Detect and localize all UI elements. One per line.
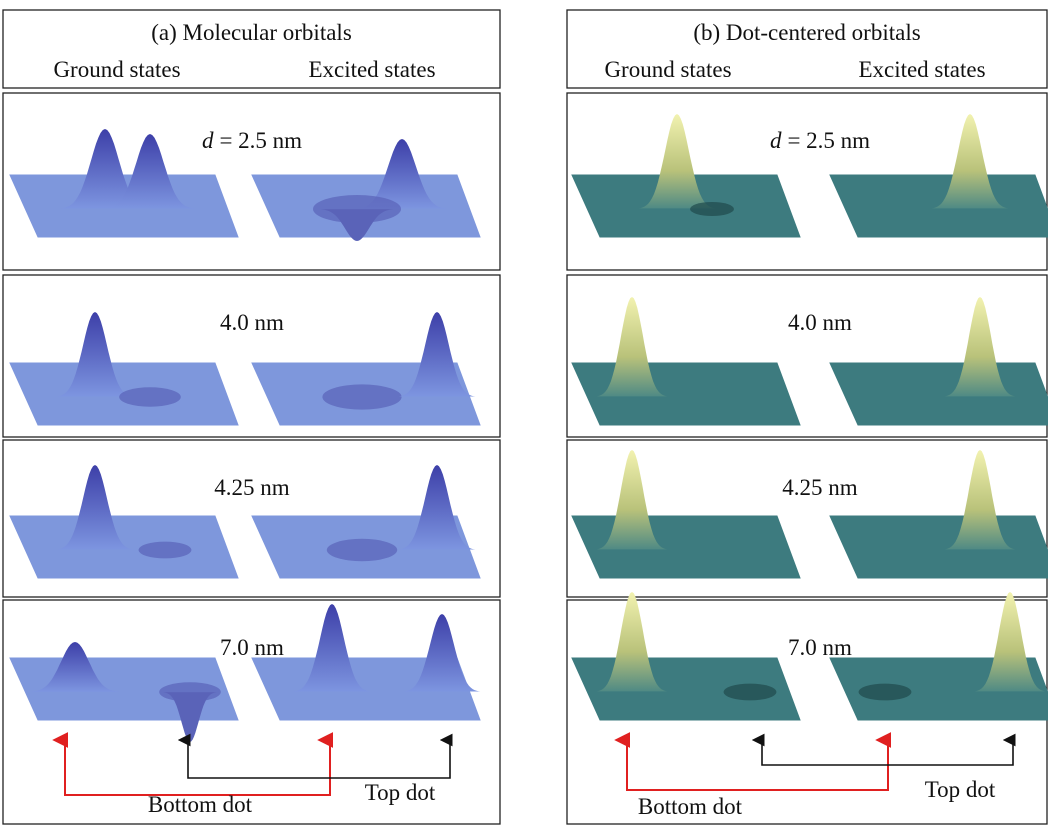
surface-plate <box>830 516 1048 578</box>
black-arrow <box>188 740 450 778</box>
row-label: 4.0 nm <box>220 310 284 335</box>
row-label: 7.0 nm <box>220 635 284 660</box>
arrow-label: Top dot <box>365 780 436 805</box>
arrow-label: Bottom dot <box>638 794 743 819</box>
surface-dip <box>859 684 912 701</box>
row-label: 7.0 nm <box>788 635 852 660</box>
row-variable: d <box>770 128 782 153</box>
panel-title: (a) Molecular orbitals <box>151 20 352 45</box>
row-value: 7.0 nm <box>220 635 284 660</box>
row-value: = 2.5 nm <box>219 128 302 153</box>
panel: (a) Molecular orbitals Ground states Excit… <box>3 10 500 824</box>
surface-dip <box>322 384 401 409</box>
column-header: Excited states <box>858 57 985 82</box>
row-value: 7.0 nm <box>788 635 852 660</box>
row-value: = 2.5 nm <box>787 128 870 153</box>
panel: (b) Dot-centered orbitals Ground states Ex… <box>567 10 1048 824</box>
panel-title: (b) Dot-centered orbitals <box>693 20 920 45</box>
surface-dip <box>119 387 181 407</box>
column-header: Ground states <box>604 57 731 82</box>
row-value: 4.0 nm <box>788 310 852 335</box>
row-value: 4.25 nm <box>214 475 290 500</box>
surface-dip <box>327 539 397 561</box>
row-value: 4.25 nm <box>782 475 858 500</box>
surface-plate <box>830 363 1048 425</box>
row-label: d= 2.5 nm <box>770 128 870 153</box>
column-header: Ground states <box>53 57 180 82</box>
row-label: 4.25 nm <box>782 475 858 500</box>
surface-dip <box>139 542 192 559</box>
row-label: 4.25 nm <box>214 475 290 500</box>
row-label: d= 2.5 nm <box>202 128 302 153</box>
row-variable: d <box>202 128 214 153</box>
column-header: Excited states <box>308 57 435 82</box>
row-label: 4.0 nm <box>788 310 852 335</box>
red-arrow <box>65 740 330 795</box>
row-value: 4.0 nm <box>220 310 284 335</box>
surface-dip <box>690 202 734 216</box>
figure: (a) Molecular orbitals Ground states Excit… <box>0 0 1048 825</box>
arrow-label: Bottom dot <box>148 792 253 817</box>
arrow-label: Top dot <box>925 777 996 802</box>
surface-dip <box>724 684 777 701</box>
